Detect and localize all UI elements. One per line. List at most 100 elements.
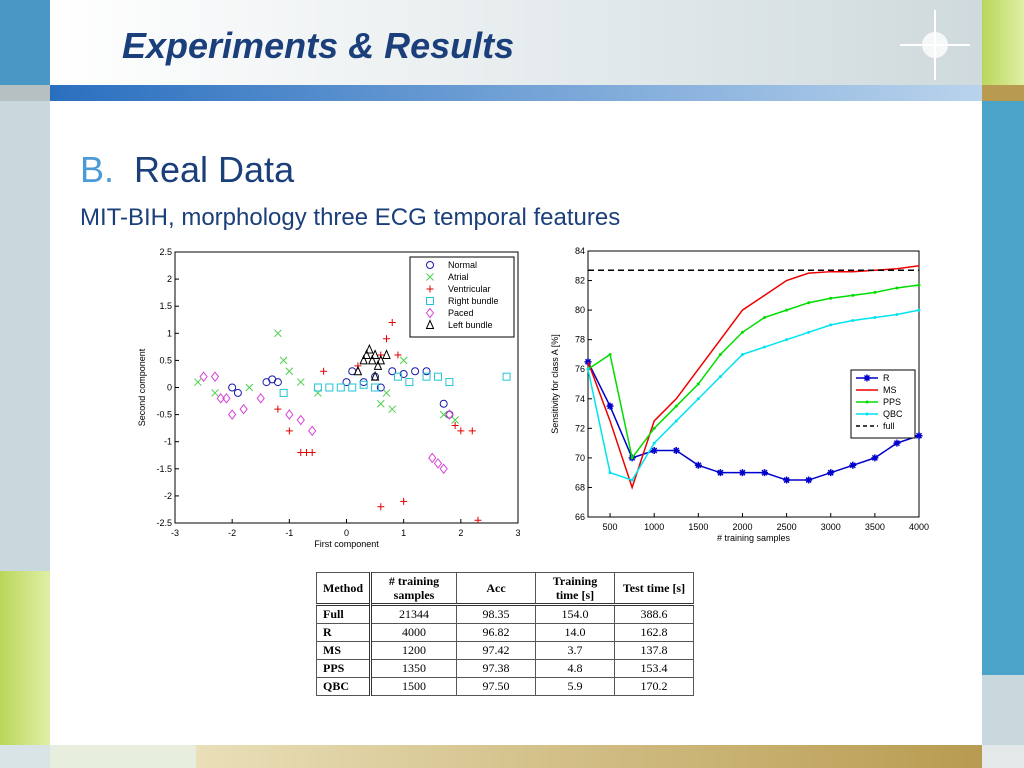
legend-label: PPS [883,397,901,407]
point [630,456,634,460]
point [256,393,265,404]
point [895,313,899,317]
point [388,318,396,326]
top-bar [50,85,982,101]
x-axis-label: # training samples [717,533,791,543]
table-cell: 97.42 [456,641,536,660]
table-cell: 1200 [370,641,457,660]
point [674,419,678,423]
x-tick-label: 1500 [688,522,708,532]
legend-marker [863,374,871,382]
point [696,382,700,386]
point [433,458,443,469]
decor [0,571,50,745]
point [405,378,414,387]
x-tick-label: 2 [458,528,463,538]
legend-marker [425,307,435,319]
slide-title: Experiments & Results [122,25,514,66]
y-tick-label: -1.5 [156,464,172,474]
table-cell: 98.35 [456,603,536,624]
point [308,425,317,437]
table-cell: 97.50 [456,677,536,696]
point [273,378,282,387]
table-cell: R [316,623,372,642]
x-tick-label: 4000 [909,522,929,532]
point [917,283,921,287]
point [388,405,397,414]
point [422,372,431,381]
table-row: MS 1200 97.42 3.7 137.8 [316,641,694,660]
y-tick-label: 2 [167,274,172,284]
y-tick-label: 70 [575,453,585,463]
point [893,439,901,447]
table-cell: 3.7 [535,641,615,660]
point [451,416,459,424]
point [474,516,482,524]
point [228,383,237,392]
point [763,345,767,349]
point [348,383,357,392]
header-cell: Training time [s] [535,572,615,605]
table-cell: QBC [316,677,372,696]
point [917,308,921,312]
point [359,354,368,365]
sparkle [900,10,970,80]
point [439,463,448,475]
point [785,338,789,342]
point [915,432,923,440]
point [233,388,242,397]
point [373,360,383,370]
point [377,503,385,511]
y-tick-label: -1 [164,437,172,447]
y-tick-label: 68 [575,482,585,492]
legend-marker [865,400,869,404]
table-cell: 14.0 [535,623,615,642]
legend-label: full [883,421,895,431]
point [194,378,202,386]
point [382,389,391,397]
point [445,378,454,387]
point [740,330,744,334]
decor [50,745,196,768]
table-cell: 96.82 [456,623,536,642]
point [353,365,363,376]
legend-label: Normal [448,260,477,270]
point [370,349,380,359]
point [439,399,448,408]
x-tick-label: 0 [344,528,349,538]
point [763,316,767,319]
x-tick-label: 1 [401,528,406,538]
legend-marker [426,273,434,281]
point [376,383,385,392]
y-axis-label: Sensitivity for class A [%] [550,334,560,434]
bottom-bar [196,745,982,768]
point [399,369,408,378]
point [718,352,722,356]
x-tick-label: 1000 [644,522,664,532]
x-tick-label: 3000 [821,522,841,532]
header-cell: Acc [456,572,536,605]
point [650,447,658,454]
point [285,427,293,435]
decor [0,85,50,101]
x-axis-label: First component [314,539,379,549]
legend-marker [426,261,434,269]
point [457,427,465,435]
y-tick-label: 84 [575,246,585,256]
decor [982,745,1024,768]
x-tick-label: -2 [228,528,236,538]
y-tick-label: -2.5 [156,518,172,528]
point [807,301,811,305]
header-cell: Method [316,572,372,605]
point [279,356,288,365]
point [740,352,744,356]
header-cell: Test time [s] [614,572,694,605]
legend [850,369,916,439]
results-table: Method # training samples Acc Training time… [316,572,694,696]
point [873,290,877,294]
table-cell: 97.38 [456,659,536,678]
x-tick-label: 2500 [777,522,797,532]
y-tick-label: 76 [575,364,585,374]
point [445,409,454,420]
legend-label: QBC [883,409,903,419]
